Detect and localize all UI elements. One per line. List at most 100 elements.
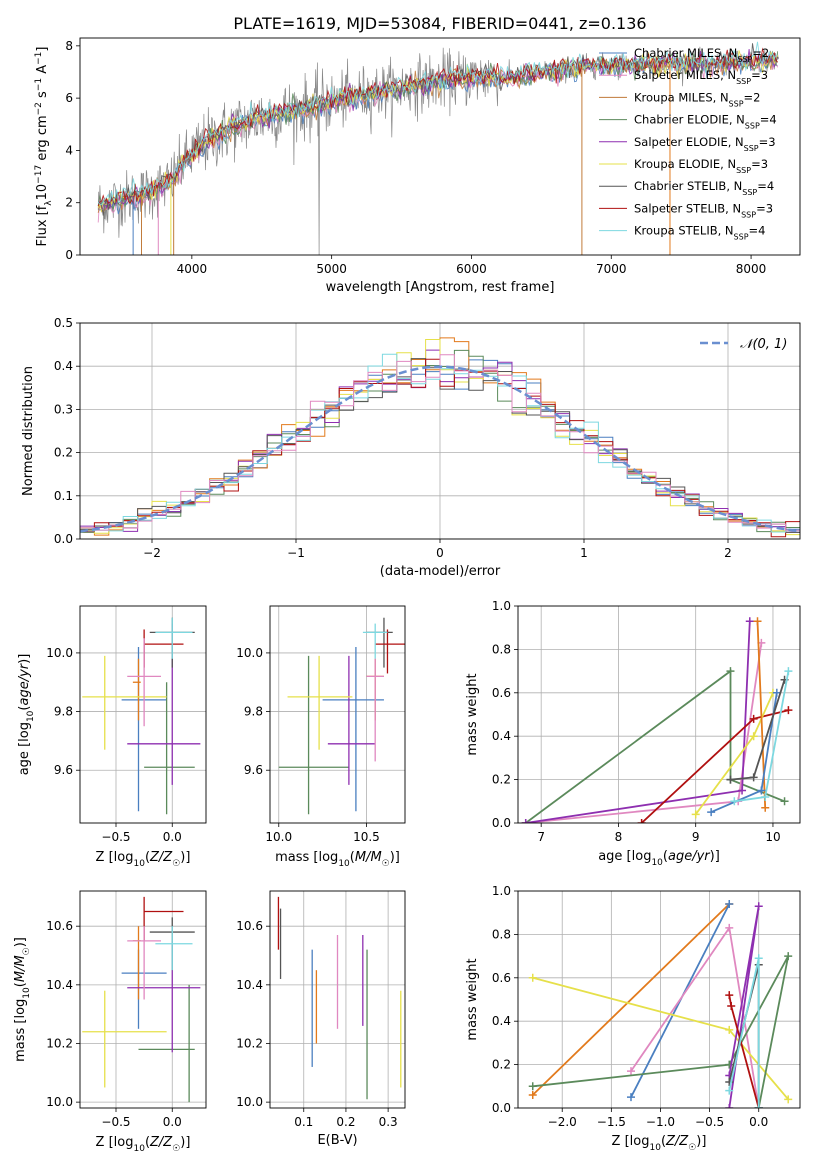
axes-frame xyxy=(269,890,406,1109)
weight-marker xyxy=(761,803,770,812)
x-axis-label: age [log10(age/yr)] xyxy=(598,849,720,868)
y-tick-label: 0.8 xyxy=(492,642,511,656)
x-tick-label: 8 xyxy=(615,830,623,844)
x-axis-label: Z [log10(Z/Z☉)] xyxy=(612,1134,707,1153)
x-tick-label: 7 xyxy=(537,830,545,844)
legend-label: Chabrier STELIB, NSSP=4 xyxy=(634,179,774,197)
y-tick-label: 0.4 xyxy=(54,359,73,373)
x-tick-label: 2 xyxy=(724,546,732,560)
x-tick-label: 10.5 xyxy=(353,830,380,844)
mass-vs-Z-panel: −0.5 0.0 10.0 10.2 10.4 10.6 Z [log10(Z/Z☉)] ma… xyxy=(13,890,207,1154)
x-tick-label: −0.5 xyxy=(695,1115,724,1129)
x-tick-label: 6000 xyxy=(456,262,487,276)
weight-marker xyxy=(725,1104,734,1108)
x-axis-label: Z [log10(Z/Z☉)] xyxy=(96,1135,191,1154)
weight-marker xyxy=(784,952,793,961)
weight-marker xyxy=(637,819,646,823)
weight-marker xyxy=(738,786,747,795)
residuals-plot-area xyxy=(80,323,800,539)
weight-marker xyxy=(528,1090,537,1099)
y-tick-label: 9.6 xyxy=(54,763,73,777)
y-tick-label: 0.3 xyxy=(54,402,73,416)
y-tick-label: 10.4 xyxy=(46,978,73,992)
weight-marker xyxy=(726,667,735,676)
x-tick-label: 10 xyxy=(765,830,780,844)
weight-marker xyxy=(753,617,762,626)
age-vs-mass-plot-area xyxy=(270,606,405,823)
weight-marker xyxy=(730,797,739,806)
legend-label: Chabrier MILES, NSSP=2 xyxy=(634,46,769,64)
weight-marker xyxy=(757,786,766,795)
x-axis-label: mass [log10(M/M☉)] xyxy=(275,850,400,869)
y-tick-label: 10.6 xyxy=(236,919,263,933)
age-vs-Z-panel: −0.5 0.0 9.6 9.8 10.0 Z [log10(Z/Z☉)] age [log… xyxy=(17,605,207,869)
y-tick-label: 1.0 xyxy=(492,599,511,613)
x-tick-label: 0 xyxy=(436,546,444,560)
x-tick-label: 7000 xyxy=(596,262,627,276)
y-tick-label: 1.0 xyxy=(492,884,511,898)
x-tick-label: −2 xyxy=(143,546,161,560)
y-tick-label: 0.8 xyxy=(492,927,511,941)
y-tick-label: 0.2 xyxy=(492,1058,511,1072)
legend-label: Kroupa STELIB, NSSP=4 xyxy=(634,224,765,242)
normal-curve xyxy=(80,365,800,533)
weight-marker xyxy=(725,991,734,1000)
y-tick-label: 10.4 xyxy=(236,978,263,992)
x-axis-label: wavelength [Angstrom, rest frame] xyxy=(326,280,555,295)
x-axis-label: (data-model)/error xyxy=(380,564,501,579)
x-tick-label: −1.5 xyxy=(597,1115,626,1129)
x-tick-label: 5000 xyxy=(316,262,347,276)
weight-marker xyxy=(725,900,734,909)
x-tick-label: 8000 xyxy=(736,262,767,276)
legend-label: Salpeter MILES, NSSP=3 xyxy=(634,68,768,86)
axes-frame xyxy=(269,605,406,824)
y-tick-label: 6 xyxy=(65,91,73,105)
weight-marker xyxy=(626,1067,635,1076)
y-tick-label: 10.0 xyxy=(236,646,263,660)
x-tick-label: −0.5 xyxy=(101,830,130,844)
y-tick-label: 0.4 xyxy=(492,729,511,743)
axes-frame xyxy=(517,890,801,1109)
weight-marker xyxy=(780,797,789,806)
weight-marker xyxy=(528,1082,537,1091)
weight-vs-age-panel: 7 8 9 10 0.0 0.2 0.4 0.6 0.8 1.0 age [log10(age/yr… xyxy=(465,599,801,868)
y-tick-label: 10.2 xyxy=(46,1036,73,1050)
y-tick-label: 9.8 xyxy=(244,705,263,719)
y-axis-label: mass weight xyxy=(465,673,480,755)
y-axis-label: age [log10(age/yr)] xyxy=(17,654,36,776)
y-tick-label: 10.2 xyxy=(236,1036,263,1050)
weight-marker xyxy=(754,1104,763,1108)
x-tick-label: 0.0 xyxy=(749,1115,768,1129)
weight-marker xyxy=(761,792,770,801)
x-tick-label: 0.0 xyxy=(163,830,182,844)
weight-marker xyxy=(745,617,754,626)
y-axis-label: Normed distribution xyxy=(21,366,36,496)
weight-marker xyxy=(784,1095,793,1104)
weight-vs-age-plot-area xyxy=(518,606,800,823)
age-vs-Z-plot-area xyxy=(80,606,206,823)
x-tick-label: 0.0 xyxy=(163,1115,182,1129)
y-axis-label: mass [log10(M/M☉)] xyxy=(13,937,32,1062)
axes-frame xyxy=(79,322,801,540)
age-vs-mass-panel: 10.0 10.5 9.6 9.8 10.0 mass [log10(M/M☉)] xyxy=(236,605,406,869)
weight-marker xyxy=(784,706,793,715)
x-tick-label: −2.0 xyxy=(548,1115,577,1129)
y-tick-label: 10.0 xyxy=(46,646,73,660)
y-tick-label: 0.2 xyxy=(54,446,73,460)
weight-marker xyxy=(725,923,734,932)
x-tick-label: 1 xyxy=(580,546,588,560)
x-tick-label: 9 xyxy=(692,830,700,844)
x-tick-label: 10.0 xyxy=(265,830,292,844)
axes-frame xyxy=(79,890,207,1109)
weight-marker xyxy=(725,1086,734,1095)
y-axis-label: mass weight xyxy=(465,958,480,1040)
spectrum-panel: 4000 5000 6000 7000 8000 0 2 4 6 8 wavelength [Ang… xyxy=(34,37,801,295)
legend-label: 𝒩(0, 1) xyxy=(740,337,787,352)
mass-vs-EBV-plot-area xyxy=(270,891,405,1108)
y-tick-label: 0 xyxy=(65,248,73,262)
weight-marker xyxy=(626,1093,635,1102)
weight-marker xyxy=(749,773,758,782)
y-tick-label: 2 xyxy=(65,196,73,210)
weight-marker xyxy=(754,954,763,963)
